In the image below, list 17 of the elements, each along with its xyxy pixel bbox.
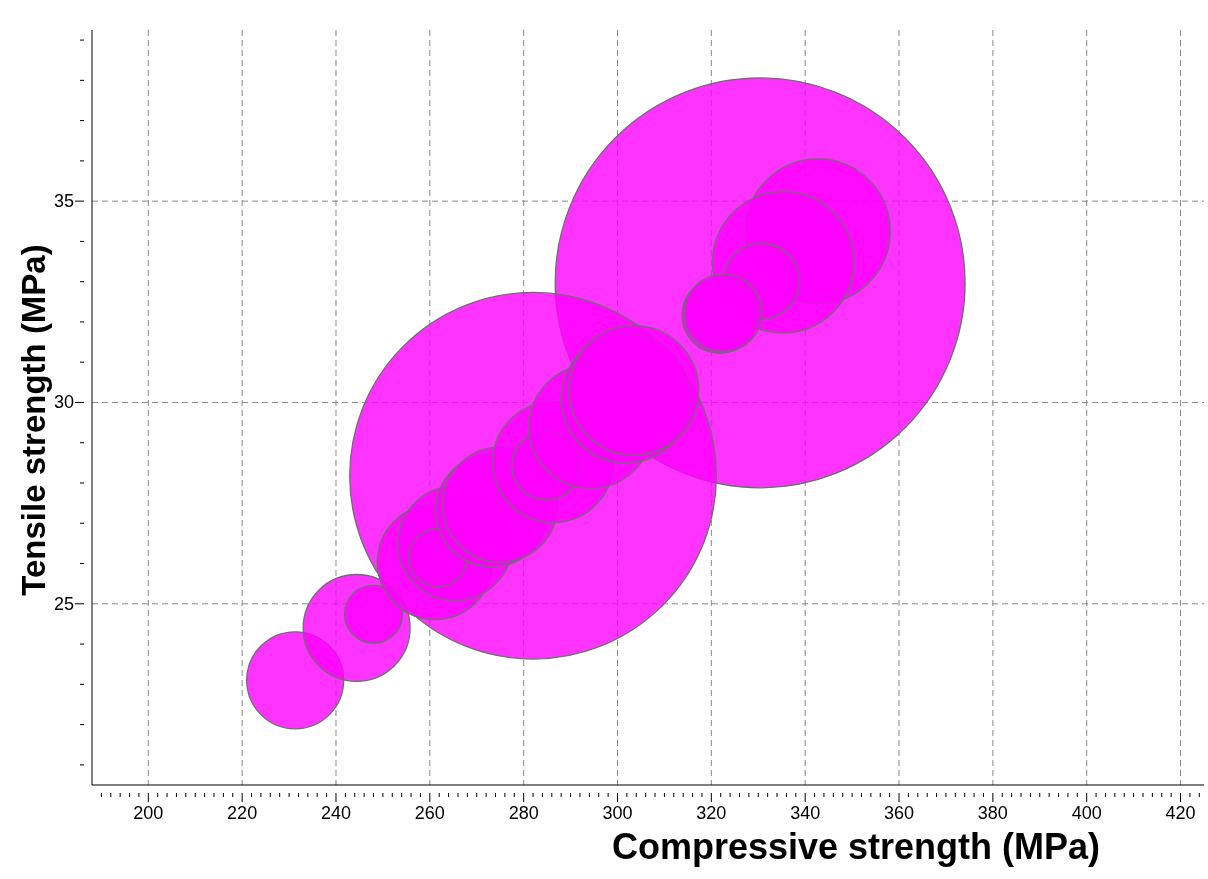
y-tick-label: 35 — [53, 191, 74, 212]
y-axis-title: Tensile strength (MPa) — [15, 244, 52, 596]
x-tick-label: 300 — [602, 803, 633, 823]
x-axis-title: Compressive strength (MPa) — [610, 826, 1101, 868]
x-tick-label: 320 — [696, 803, 727, 823]
x-tick-label: 200 — [133, 803, 164, 823]
x-tick-label: 240 — [320, 803, 352, 823]
x-tick-label: 280 — [508, 803, 539, 823]
x-tick-label: 220 — [227, 803, 258, 823]
y-tick-label: 25 — [53, 593, 74, 614]
x-tick-label: 340 — [790, 803, 821, 823]
x-tick-label: 400 — [1071, 803, 1102, 823]
y-tick-label: 30 — [53, 392, 74, 413]
x-tick-label: 360 — [884, 803, 915, 823]
x-tick-label: 380 — [977, 803, 1008, 823]
x-tick-label: 420 — [1165, 803, 1196, 823]
x-tick-label: 260 — [414, 803, 445, 823]
